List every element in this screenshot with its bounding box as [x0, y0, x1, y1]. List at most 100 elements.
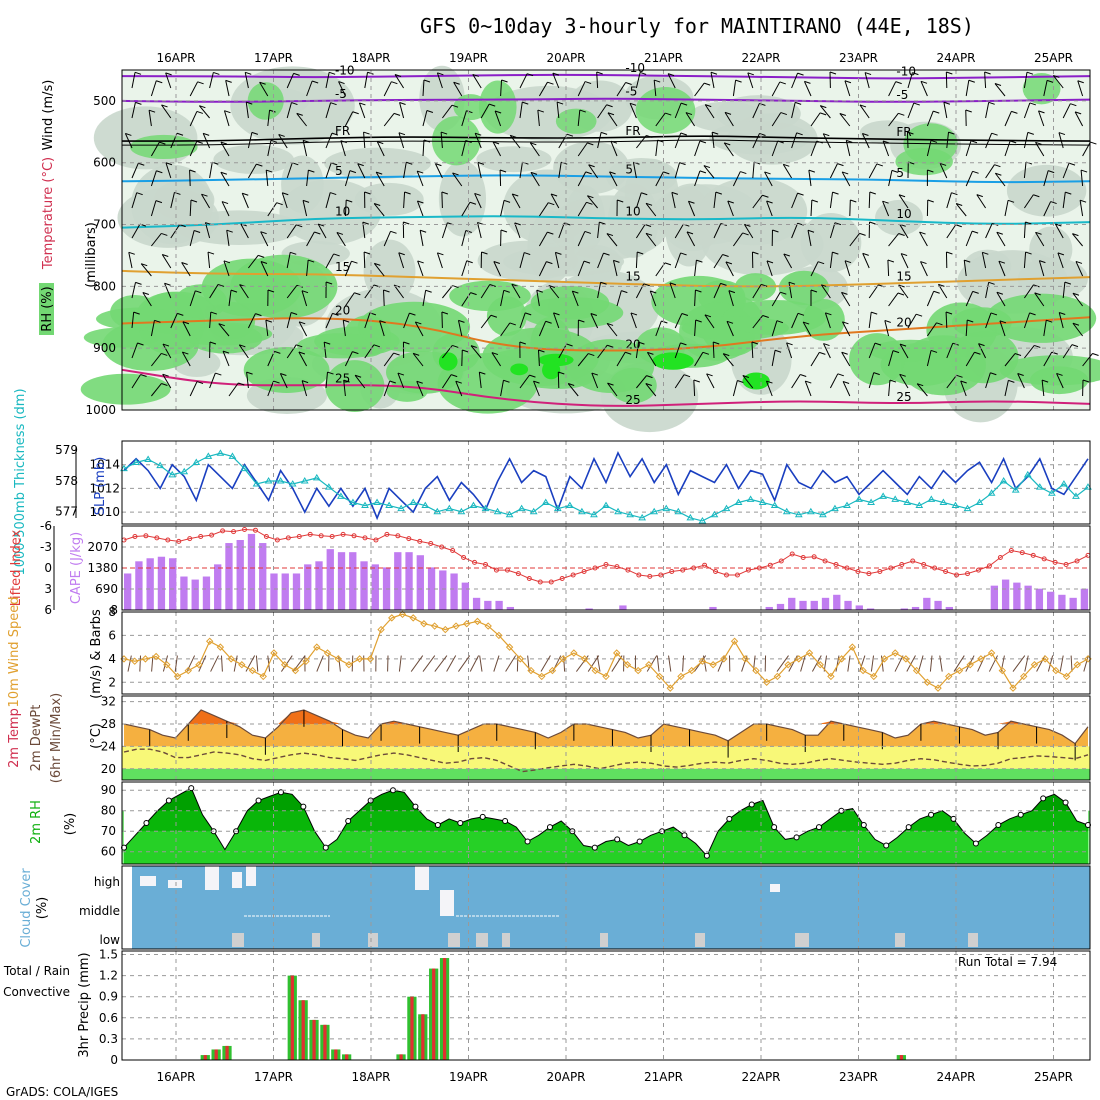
upper-wind-barb-feather	[526, 73, 534, 77]
upper-wind-barb-feather	[451, 104, 459, 108]
precip-bar-convective	[203, 1055, 207, 1060]
upper-wind-barb-feather	[189, 169, 196, 173]
lifted-index-point	[702, 562, 708, 568]
rh-point	[703, 852, 710, 859]
upper-wind-barb	[655, 112, 666, 127]
thickness-point	[987, 489, 996, 496]
rh-tick-60: 60	[101, 845, 116, 859]
upper-wind-barb-feather	[820, 105, 827, 109]
upper-wind-barb-feather	[291, 102, 298, 106]
upper-wind-barb	[148, 110, 152, 127]
lifted-index-point	[800, 555, 806, 560]
upper-wind-barb-feather	[971, 230, 979, 234]
lifted-index-point	[263, 534, 269, 539]
upper-wind-barb-feather	[1033, 284, 1040, 288]
upper-wind-barb-feather	[862, 133, 869, 136]
cape-bar	[810, 600, 818, 610]
upper-wind-barb-feather	[810, 289, 818, 293]
upper-wind-barb-feather	[556, 101, 564, 105]
upper-wind-barb	[131, 223, 141, 239]
wind-speed-point	[163, 661, 171, 669]
temp-contour-label-15: 15	[896, 269, 911, 283]
upper-wind-barb-feather	[638, 341, 645, 345]
upper-wind-barb	[907, 313, 917, 329]
upper-wind-barb	[500, 79, 503, 97]
upper-wind-barb	[899, 343, 909, 359]
upper-wind-barb	[403, 312, 410, 329]
thickness-point	[626, 510, 634, 518]
upper-wind-barb-feather	[199, 105, 206, 109]
upper-wind-barb-feather	[425, 289, 432, 293]
precip-bar-convective	[421, 1014, 425, 1060]
lifted-index-point	[1041, 556, 1047, 562]
thickness-point	[300, 476, 309, 484]
surface-wind-barb	[702, 655, 707, 672]
upper-rh-gray-cell	[419, 65, 465, 132]
upper-wind-barb-feather	[780, 112, 788, 116]
wind-speed-point	[184, 666, 192, 675]
upper-wind-barb	[165, 162, 172, 179]
upper-wind-barb-feather	[553, 312, 560, 316]
lifted-index-point	[1008, 548, 1014, 553]
upper-wind-barb	[500, 200, 505, 217]
upper-wind-barb	[849, 199, 851, 217]
upper-wind-barb	[723, 142, 734, 157]
upper-wind-barb	[533, 380, 540, 397]
upper-wind-barb-feather	[873, 372, 880, 376]
upper-wind-barb	[422, 79, 425, 97]
lifted-index-point	[669, 569, 675, 574]
upper-wind-barb-feather	[125, 132, 132, 136]
upper-wind-barb	[1023, 194, 1034, 209]
wind-speed-point	[538, 672, 546, 681]
upper-wind-barb-feather	[510, 134, 517, 138]
upper-wind-barb	[223, 110, 230, 127]
cape-bar	[124, 573, 132, 610]
upper-wind-barb-feather	[797, 192, 804, 196]
lifted-index-point	[165, 537, 171, 543]
upper-wind-barb	[209, 284, 219, 299]
wind-speed-point	[859, 666, 867, 675]
upper-wind-barb	[537, 349, 540, 367]
lifted-index-point	[439, 544, 445, 550]
upper-wind-barb	[189, 169, 191, 187]
upper-wind-barb-feather	[223, 260, 231, 264]
upper-wind-barb	[907, 102, 915, 119]
upper-wind-barb	[281, 192, 288, 209]
upper-wind-barb-feather	[136, 192, 143, 196]
upper-wind-barb	[529, 142, 540, 157]
upper-wind-barb	[965, 80, 970, 97]
precip-bar-convective	[312, 1019, 316, 1060]
upper-wind-barb-feather	[301, 380, 309, 384]
wind-speed-point	[730, 637, 739, 645]
upper-ytick-700: 700	[93, 218, 116, 232]
upper-wind-barb	[325, 132, 333, 149]
cape-bar	[202, 576, 211, 610]
upper-wind-barb	[323, 342, 327, 359]
cloud-cover-fill	[132, 866, 1090, 949]
upper-wind-barb-feather	[661, 320, 668, 324]
upper-wind-barb-feather	[647, 351, 654, 355]
cloud-level-high: high	[94, 875, 120, 889]
upper-wind-barb	[416, 200, 424, 217]
rh-point	[345, 817, 352, 824]
upper-wind-barb	[511, 193, 521, 209]
upper-wind-barb	[472, 74, 482, 89]
upper-label-wind: Wind (m/s)	[41, 80, 56, 151]
upper-wind-barb-feather	[766, 260, 774, 264]
surface-wind-barb	[316, 655, 324, 672]
upper-wind-barb	[240, 223, 249, 239]
upper-wind-barb	[823, 343, 831, 359]
upper-wind-barb	[888, 292, 899, 307]
upper-wind-barb-feather	[938, 283, 945, 287]
lifted-index-point	[822, 558, 828, 564]
wind-speed-point	[527, 666, 535, 675]
upper-wind-barb-feather	[302, 139, 310, 143]
upper-wind-barb-feather	[399, 102, 406, 105]
upper-wind-barb	[577, 81, 586, 97]
upper-wind-barb	[765, 380, 773, 397]
upper-wind-barb	[597, 282, 602, 299]
upper-wind-barb	[771, 291, 781, 307]
upper-wind-barb-feather	[587, 195, 594, 199]
upper-wind-barb-feather	[133, 311, 140, 315]
upper-wind-barb	[131, 312, 135, 329]
